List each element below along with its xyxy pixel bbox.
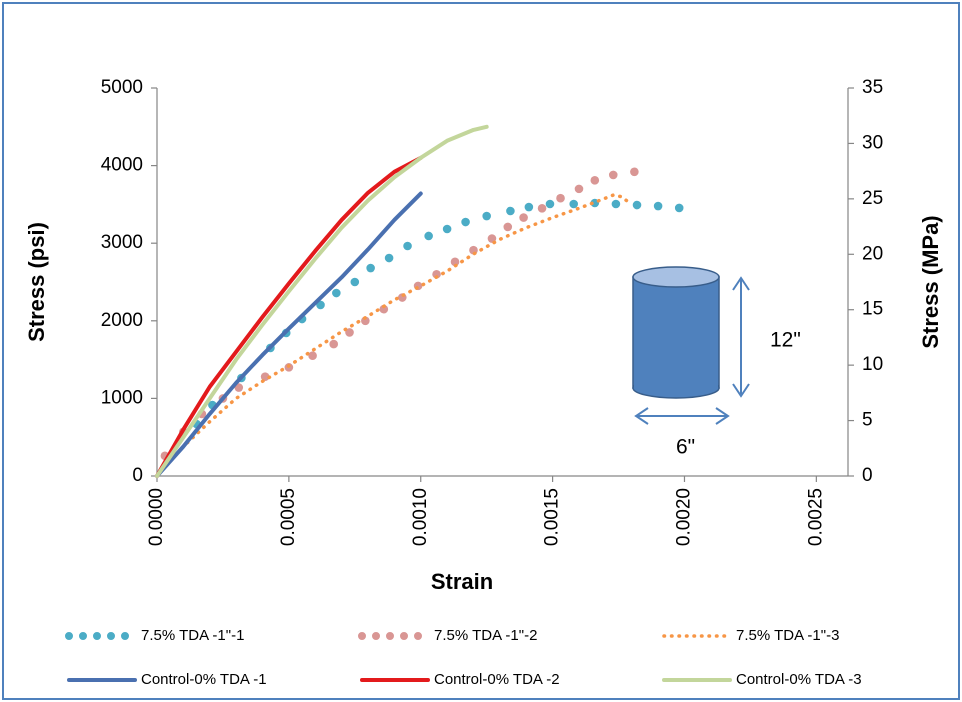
- legend-label: 7.5% TDA -1"-3: [736, 627, 839, 644]
- data-point: [350, 277, 360, 287]
- data-point: [632, 200, 642, 210]
- data-point: [524, 202, 534, 212]
- legend-label: Control-0% TDA -3: [736, 671, 862, 688]
- cylinder-diagram: [632, 266, 750, 425]
- series-line: [155, 193, 634, 478]
- annotation: 6": [676, 436, 695, 459]
- data-point: [316, 300, 325, 310]
- legend-label: Control-0% TDA -1: [141, 671, 267, 688]
- y-tick-label: 4000: [101, 155, 143, 176]
- series-line: [155, 124, 489, 478]
- y2-tick-label: 5: [862, 410, 873, 431]
- y2-tick-label: 30: [862, 132, 883, 153]
- data-point: [574, 184, 584, 194]
- legend-label: 7.5% TDA -1"-2: [434, 627, 537, 644]
- y2-tick-label: 10: [862, 354, 883, 375]
- data-point: [537, 203, 547, 213]
- y2-tick-label: 0: [862, 465, 873, 486]
- data-point: [461, 217, 470, 227]
- data-point: [442, 224, 452, 234]
- data-point: [630, 167, 639, 177]
- data-point: [345, 328, 354, 337]
- x-tick-label: 0.0000: [146, 488, 167, 546]
- data-point: [545, 199, 555, 209]
- legend-label: 7.5% TDA -1"-1: [141, 627, 244, 644]
- data-point: [332, 288, 341, 298]
- data-point: [674, 203, 684, 213]
- data-point: [482, 211, 491, 221]
- x-tick-label: 0.0025: [805, 488, 826, 546]
- y-tick-label: 5000: [101, 77, 143, 98]
- data-point: [506, 206, 515, 216]
- y2-tick-label: 20: [862, 243, 883, 264]
- data-point: [366, 263, 375, 273]
- y-axis-title: Stress (psi): [24, 222, 49, 342]
- x-tick-label: 0.0005: [278, 488, 299, 546]
- y-tick-label: 2000: [101, 310, 143, 331]
- data-point: [556, 193, 565, 203]
- data-point: [308, 351, 317, 361]
- series-line: [155, 191, 423, 478]
- series-line: [155, 155, 423, 478]
- data-point: [611, 199, 621, 209]
- y-tick-label: 0: [132, 465, 143, 486]
- data-point: [379, 304, 389, 314]
- data-point: [569, 199, 579, 209]
- x-axis-title: Strain: [431, 569, 493, 594]
- y-tick-label: 3000: [101, 232, 143, 253]
- y2-axis-title: Stress (MPa): [918, 215, 943, 348]
- data-point: [424, 231, 433, 241]
- data-point: [329, 339, 339, 349]
- y2-tick-label: 15: [862, 299, 883, 320]
- data-point: [519, 213, 528, 222]
- legend-label: Control-0% TDA -2: [434, 671, 560, 688]
- data-point: [432, 269, 441, 279]
- data-point: [384, 253, 394, 263]
- data-point: [260, 372, 270, 381]
- x-tick-label: 0.0015: [542, 488, 563, 546]
- data-point: [653, 201, 663, 211]
- data-point: [450, 257, 460, 267]
- y-tick-label: 1000: [101, 387, 143, 408]
- data-point: [608, 170, 618, 180]
- data-point: [503, 222, 513, 232]
- x-tick-label: 0.0020: [673, 488, 694, 546]
- annotation: 12": [770, 329, 801, 352]
- y2-tick-label: 25: [862, 188, 883, 209]
- x-tick-label: 0.0010: [410, 488, 431, 546]
- data-point: [590, 176, 600, 185]
- y2-tick-label: 35: [862, 77, 883, 98]
- data-point: [403, 241, 412, 251]
